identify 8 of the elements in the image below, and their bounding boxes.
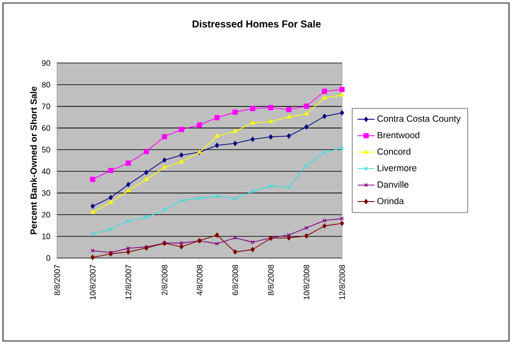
legend-label: Danville — [378, 181, 408, 188]
legend-label: Orinda — [377, 198, 404, 204]
y-axis-title: Percent Bank-Owned or Short Sale — [30, 86, 37, 234]
legend-label: Contra Costa County — [377, 115, 461, 124]
legend-label: Concord — [377, 148, 410, 155]
legend-label: Livermore — [378, 164, 416, 172]
chart-title: Distressed Homes For Sale — [192, 20, 321, 28]
legend-label: Brentwood — [378, 132, 420, 138]
